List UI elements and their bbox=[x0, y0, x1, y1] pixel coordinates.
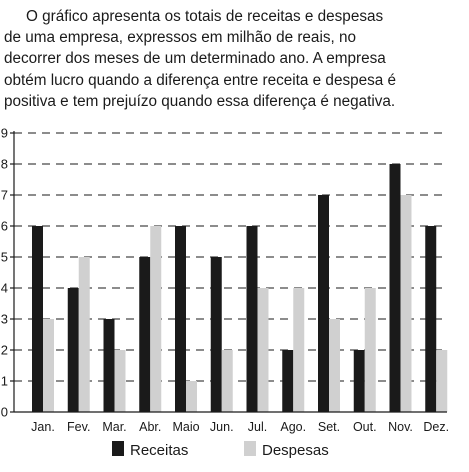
legend: Receitas Despesas bbox=[112, 441, 329, 459]
intro-paragraph: O gráfico apresenta os totais de receita… bbox=[4, 6, 464, 112]
x-tick-label: Out. bbox=[353, 420, 377, 434]
bar-receitas-9 bbox=[353, 350, 365, 412]
bar-receitas-11 bbox=[425, 226, 437, 412]
legend-label-receitas: Receitas bbox=[130, 442, 188, 459]
intro-line: O gráfico apresenta os totais de receita… bbox=[26, 8, 384, 25]
legend-swatch-despesas bbox=[244, 441, 256, 456]
bar-receitas-2 bbox=[103, 319, 115, 412]
y-tick-label: 3 bbox=[1, 312, 8, 327]
y-tick-label: 6 bbox=[1, 219, 8, 234]
bar-receitas-7 bbox=[282, 350, 294, 412]
y-tick-label: 4 bbox=[1, 281, 8, 296]
y-tick-label: 7 bbox=[1, 188, 8, 203]
bar-despesas-2 bbox=[114, 350, 126, 412]
bar-despesas-0 bbox=[43, 319, 54, 412]
bar-despesas-10 bbox=[400, 195, 412, 412]
bar-despesas-11 bbox=[436, 350, 448, 412]
y-tick-label: 2 bbox=[1, 343, 8, 358]
legend-label-despesas: Despesas bbox=[262, 442, 329, 459]
bar-receitas-10 bbox=[389, 164, 401, 412]
bar-receitas-5 bbox=[210, 257, 222, 412]
y-tick-label: 9 bbox=[1, 126, 8, 141]
bar-receitas-0 bbox=[32, 226, 43, 412]
y-tick-label: 5 bbox=[1, 250, 8, 265]
x-tick-label: Jun. bbox=[210, 420, 234, 434]
bar-receitas-1 bbox=[67, 288, 79, 412]
bar-despesas-1 bbox=[78, 257, 90, 412]
intro-line: decorrer dos meses de um determinado ano… bbox=[4, 50, 386, 68]
bar-despesas-6 bbox=[257, 288, 269, 412]
bars bbox=[32, 164, 448, 412]
bar-receitas-3 bbox=[139, 257, 151, 412]
x-tick-label: Ago. bbox=[280, 420, 306, 434]
x-tick-label: Abr. bbox=[139, 420, 161, 434]
bar-despesas-7 bbox=[293, 288, 305, 412]
intro-line: positiva e tem prejuízo quando essa dife… bbox=[4, 92, 396, 110]
x-tick-label: Dez. bbox=[423, 420, 449, 434]
bar-despesas-9 bbox=[364, 288, 376, 412]
x-axis-labels: Jan. Fev. Mar. Abr. Maio Jun. Jul. Ago. Set. Out.… bbox=[31, 420, 449, 434]
x-tick-label: Nov. bbox=[388, 420, 413, 434]
x-tick-label: Jul. bbox=[248, 420, 267, 434]
x-tick-label: Maio bbox=[172, 420, 199, 434]
x-tick-label: Jan. bbox=[31, 420, 55, 434]
y-tick-label: 1 bbox=[1, 374, 8, 389]
bar-receitas-4 bbox=[175, 226, 186, 412]
y-tick-label: 8 bbox=[1, 157, 8, 172]
x-tick-label: Fev. bbox=[67, 420, 90, 434]
bar-receitas-8 bbox=[318, 195, 329, 412]
bar-despesas-4 bbox=[186, 381, 197, 412]
y-tick-label: 0 bbox=[1, 405, 8, 420]
intro-line: de uma empresa, expressos em milhão de r… bbox=[4, 29, 357, 47]
y-axis-ticks: 0 1 2 3 4 5 6 7 8 9 bbox=[1, 126, 14, 420]
bar-despesas-5 bbox=[221, 350, 233, 412]
legend-swatch-receitas bbox=[112, 441, 124, 456]
bar-receitas-6 bbox=[246, 226, 258, 412]
x-tick-label: Set. bbox=[318, 420, 340, 434]
intro-line: obtém lucro quando a diferença entre rec… bbox=[4, 71, 397, 89]
bar-despesas-3 bbox=[150, 226, 162, 412]
bar-despesas-8 bbox=[329, 319, 340, 412]
x-tick-label: Mar. bbox=[102, 420, 126, 434]
bar-chart: 0 1 2 3 4 5 6 7 8 9 Jan. Fev. Mar. Abr. Maio Jun. Jul. A… bbox=[1, 126, 449, 460]
